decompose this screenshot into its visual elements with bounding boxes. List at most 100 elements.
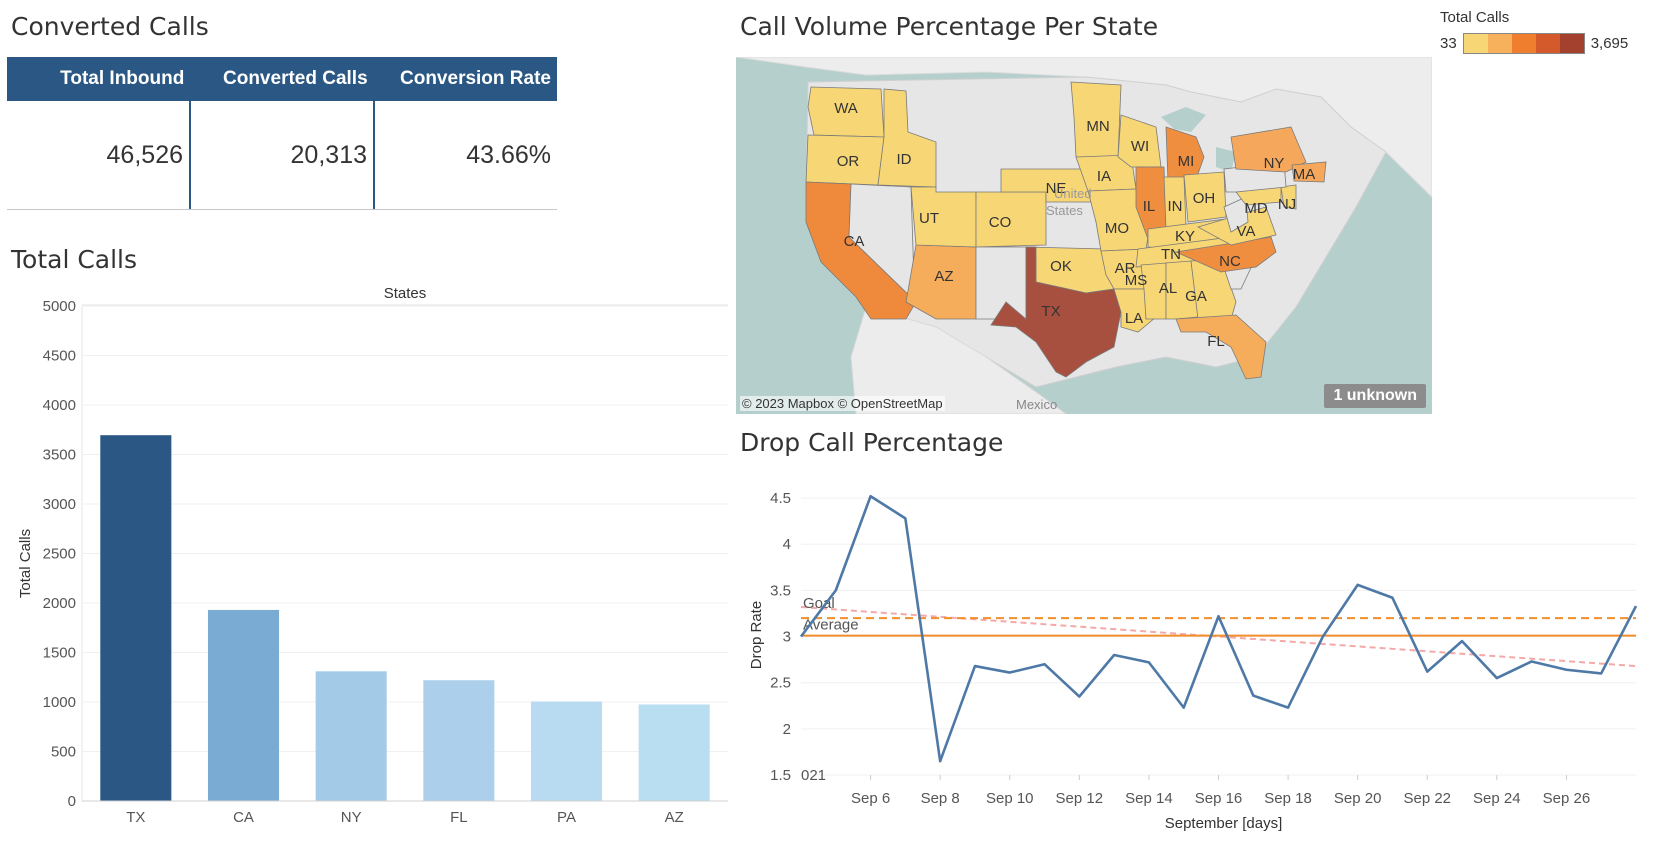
state-label-ia: IA	[1097, 168, 1111, 185]
bar-tx[interactable]	[100, 435, 172, 801]
state-label-mo: MO	[1105, 220, 1129, 237]
drop-rate-point[interactable]	[1320, 634, 1326, 640]
bar-x-tick-label: AZ	[665, 809, 684, 826]
drop-rate-series-line[interactable]	[799, 494, 1638, 763]
bar-x-tick-label: PA	[557, 809, 576, 826]
state-label-ar: AR	[1115, 260, 1136, 277]
state-ma[interactable]	[1291, 161, 1327, 183]
state-wv[interactable]	[1223, 196, 1249, 233]
state-label-mn: MN	[1086, 118, 1109, 135]
state-oh[interactable]	[1183, 171, 1227, 223]
drop-rate-point[interactable]	[1633, 603, 1639, 609]
kpi-value-converted-calls[interactable]: 20,313	[189, 101, 373, 209]
bar-pa[interactable]	[530, 701, 603, 801]
state-label-tx: TX	[1041, 303, 1060, 320]
kpi-table-row: 46,526 20,313 43.66%	[7, 101, 557, 210]
us-state-map[interactable]: WA OR ID CA AZ UT CO NE OK TX MN IA MO AR LA WI IL MI IN OH…	[736, 57, 1432, 414]
line-y-axis-label: Drop Rate	[748, 601, 765, 669]
state-label-or: OR	[837, 153, 860, 170]
bar-x-tick-label: NY	[341, 809, 362, 826]
kpi-header-converted-calls: Converted Calls	[223, 68, 368, 89]
state-nm[interactable]	[975, 246, 1027, 320]
drop-rate-point[interactable]	[902, 515, 908, 521]
drop-rate-point[interactable]	[868, 493, 874, 499]
line-x-tick-label: Sep 12	[1056, 790, 1104, 807]
legend-swatch	[1535, 34, 1560, 53]
drop-rate-point[interactable]	[798, 634, 804, 640]
bar-y-tick-label: 2000	[43, 595, 76, 612]
state-ms[interactable]	[1140, 262, 1167, 320]
bar-y-tick-label: 4500	[43, 348, 76, 365]
state-label-ne: NE	[1046, 180, 1067, 197]
state-label-wi: WI	[1131, 138, 1149, 155]
bar-chart-title: Total Calls	[11, 245, 138, 274]
state-mi[interactable]	[1165, 126, 1205, 186]
state-nj[interactable]	[1280, 184, 1297, 210]
drop-rate-point[interactable]	[1181, 705, 1187, 711]
map-legend[interactable]: 33 3,695	[1440, 33, 1628, 54]
unknown-badge[interactable]: 1 unknown	[1324, 384, 1426, 408]
drop-rate-point[interactable]	[1007, 670, 1013, 676]
state-label-ms: MS	[1125, 272, 1148, 289]
bar-ca[interactable]	[207, 609, 280, 801]
state-label-ca: CA	[844, 233, 865, 250]
bar-x-tick-label: FL	[450, 809, 468, 826]
drop-rate-point[interactable]	[972, 663, 978, 669]
drop-rate-point[interactable]	[1563, 667, 1569, 673]
drop-rate-point[interactable]	[1424, 669, 1430, 675]
drop-rate-point[interactable]	[1529, 658, 1535, 664]
map-title: Call Volume Percentage Per State	[740, 12, 1159, 41]
line-y-tick-label: 2.5	[770, 675, 791, 692]
bar-y-tick-label: 2500	[43, 546, 76, 563]
state-fl[interactable]	[1175, 314, 1267, 380]
bar-y-tick-label: 3500	[43, 447, 76, 464]
legend-swatch	[1463, 34, 1488, 53]
drop-rate-point[interactable]	[1111, 652, 1117, 658]
kpi-table-header: Total Inbound Converted Calls Conversion…	[7, 57, 557, 101]
drop-rate-point[interactable]	[1459, 638, 1465, 644]
state-tx[interactable]	[990, 246, 1122, 378]
bar-fl[interactable]	[423, 680, 495, 801]
kpi-value-conversion-rate[interactable]: 43.66%	[373, 101, 557, 209]
drop-rate-point[interactable]	[1042, 661, 1048, 667]
drop-rate-point[interactable]	[1285, 705, 1291, 711]
place-label-united: United	[1054, 186, 1092, 201]
state-label-ut: UT	[919, 210, 939, 227]
bar-ny[interactable]	[315, 671, 387, 801]
kpi-value-total-inbound[interactable]: 46,526	[106, 140, 183, 169]
line-y-tick-label: 4.5	[770, 490, 791, 507]
state-label-nc: NC	[1219, 253, 1241, 270]
bar-x-tick-label: CA	[233, 809, 254, 826]
bar-az[interactable]	[638, 704, 710, 801]
state-label-ok: OK	[1050, 258, 1072, 275]
kpi-header-conversion-rate: Conversion Rate	[400, 68, 551, 89]
line-x-axis-label: September [days]	[1165, 815, 1283, 832]
legend-swatch	[1511, 34, 1536, 53]
drop-rate-point[interactable]	[1355, 582, 1361, 588]
map-credit[interactable]: © 2023 Mapbox © OpenStreetMap	[740, 396, 945, 411]
drop-rate-point[interactable]	[1146, 659, 1152, 665]
total-calls-bar-chart: States 0 500 1000 1500 2000 2500 3000 3500 4000 45…	[17, 285, 728, 826]
drop-rate-point[interactable]	[1250, 693, 1256, 699]
legend-min-label: 33	[1440, 35, 1457, 52]
drop-rate-point[interactable]	[1076, 694, 1082, 700]
goal-label: Goal	[803, 595, 835, 612]
bar-y-tick-label: 500	[51, 744, 76, 761]
map-legend-title: Total Calls	[1440, 9, 1510, 26]
bar-x-tick-label: TX	[126, 809, 145, 826]
drop-rate-point[interactable]	[1494, 675, 1500, 681]
drop-rate-point[interactable]	[833, 587, 839, 593]
drop-rate-point[interactable]	[1598, 670, 1604, 676]
line-y-tick-label: 4	[783, 536, 791, 553]
drop-rate-point[interactable]	[1216, 613, 1222, 619]
drop-rate-point[interactable]	[1389, 595, 1395, 601]
kpi-title: Converted Calls	[11, 12, 209, 41]
state-id[interactable]	[877, 88, 937, 188]
place-label-mexico: Mexico	[1016, 397, 1057, 412]
place-label-states: States	[1046, 203, 1083, 218]
drop-rate-point[interactable]	[937, 758, 943, 764]
legend-swatch	[1487, 34, 1512, 53]
map-canvas[interactable]: WA OR ID CA AZ UT CO NE OK TX MN IA MO AR LA WI IL MI IN OH…	[736, 57, 1432, 414]
land-area-mexico	[850, 306, 1067, 414]
line-y-tick-label: 1.5	[770, 767, 791, 784]
